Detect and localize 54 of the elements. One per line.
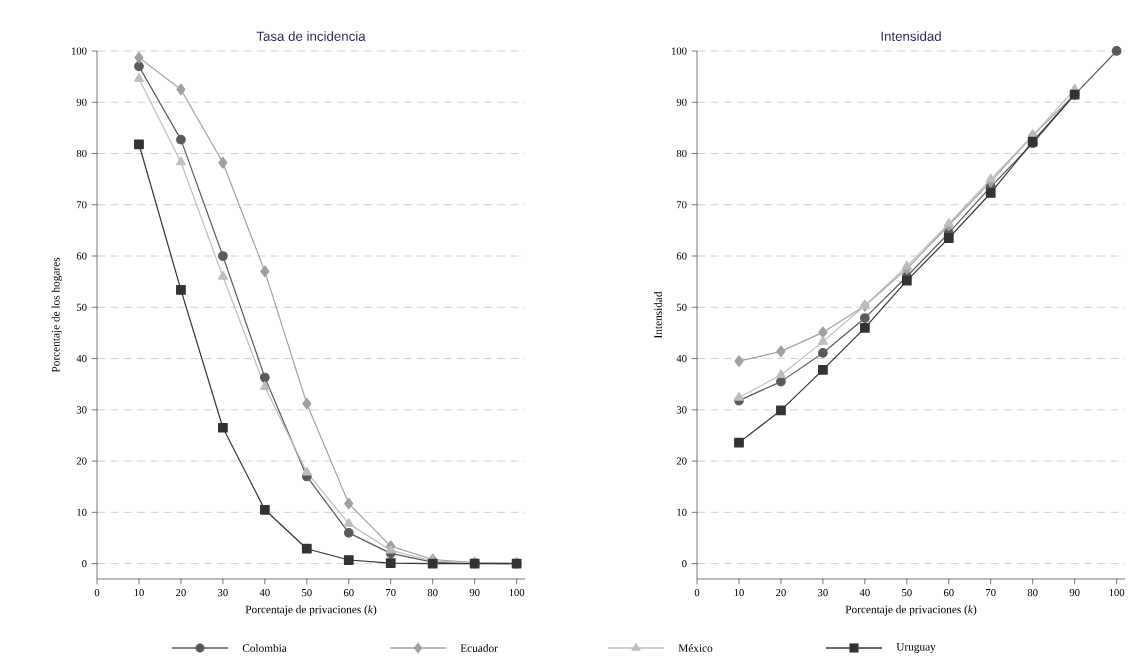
y-tick-label: 100 [71, 47, 87, 55]
y-tick-label: 30 [76, 406, 87, 414]
legend-label: Colombia [242, 644, 287, 652]
x-tick-label: 40 [859, 589, 870, 597]
y-tick-label: 80 [676, 149, 687, 158]
y-tick-label: 90 [676, 98, 687, 106]
y-tick-label: 60 [676, 252, 687, 260]
x-tick-label: 60 [343, 589, 354, 597]
x-tick-label: 100 [1109, 589, 1125, 597]
x-tick-label: 0 [694, 589, 700, 597]
y-tick-label: 50 [76, 303, 87, 311]
x-tick-label: 30 [818, 589, 828, 597]
y-tick-label: 30 [676, 406, 687, 414]
x-tick-label: 80 [427, 589, 438, 597]
y-tick-label: 90 [76, 98, 87, 106]
x-tick-label: 100 [509, 589, 525, 597]
y-tick-label: 40 [676, 354, 687, 363]
x-tick-label: 50 [302, 589, 312, 597]
x-tick-label: 10 [734, 589, 744, 597]
y-tick-label: 70 [677, 201, 687, 209]
y-tick-label: 80 [76, 149, 87, 158]
x-tick-label: 20 [176, 589, 186, 597]
x-tick-label: 30 [218, 589, 228, 597]
y-tick-label: 20 [76, 457, 87, 465]
x-tick-label: 50 [902, 589, 912, 597]
x-tick-label: 90 [1069, 589, 1080, 597]
y-tick-label: 40 [76, 354, 87, 363]
x-tick-label: 0 [94, 589, 100, 597]
y-tick-label: 50 [676, 303, 687, 311]
x-tick-label: 80 [1027, 589, 1038, 597]
y-tick-label: 0 [682, 560, 687, 568]
y-tick-label: 60 [76, 252, 87, 260]
x-tick-label: 60 [943, 589, 954, 597]
x-axis-title: Porcentaje de privaciones (k) [845, 605, 977, 616]
legend-label: Uruguay [896, 643, 936, 653]
legend-label: Ecuador [460, 644, 498, 652]
x-tick-label: 70 [986, 589, 996, 597]
y-axis-title: Intensidad [653, 291, 662, 339]
x-axis-title: Porcentaje de privaciones (k) [245, 605, 377, 616]
legend-label: México [678, 644, 713, 652]
x-tick-label: 40 [259, 589, 270, 597]
chart-title: Tasa de incidencia [256, 31, 366, 41]
x-tick-label: 20 [776, 589, 786, 597]
y-tick-label: 100 [671, 47, 687, 55]
x-tick-label: 90 [469, 589, 480, 597]
y-axis-title: Porcentaje de los hogares [51, 257, 62, 373]
x-tick-label: 70 [386, 589, 396, 597]
y-tick-label: 10 [677, 508, 687, 516]
y-tick-label: 0 [82, 560, 87, 568]
chart-title: Intensidad [881, 31, 941, 41]
y-tick-label: 10 [77, 508, 87, 516]
y-tick-label: 20 [676, 457, 687, 465]
x-tick-label: 10 [134, 589, 144, 597]
y-tick-label: 70 [77, 201, 87, 209]
